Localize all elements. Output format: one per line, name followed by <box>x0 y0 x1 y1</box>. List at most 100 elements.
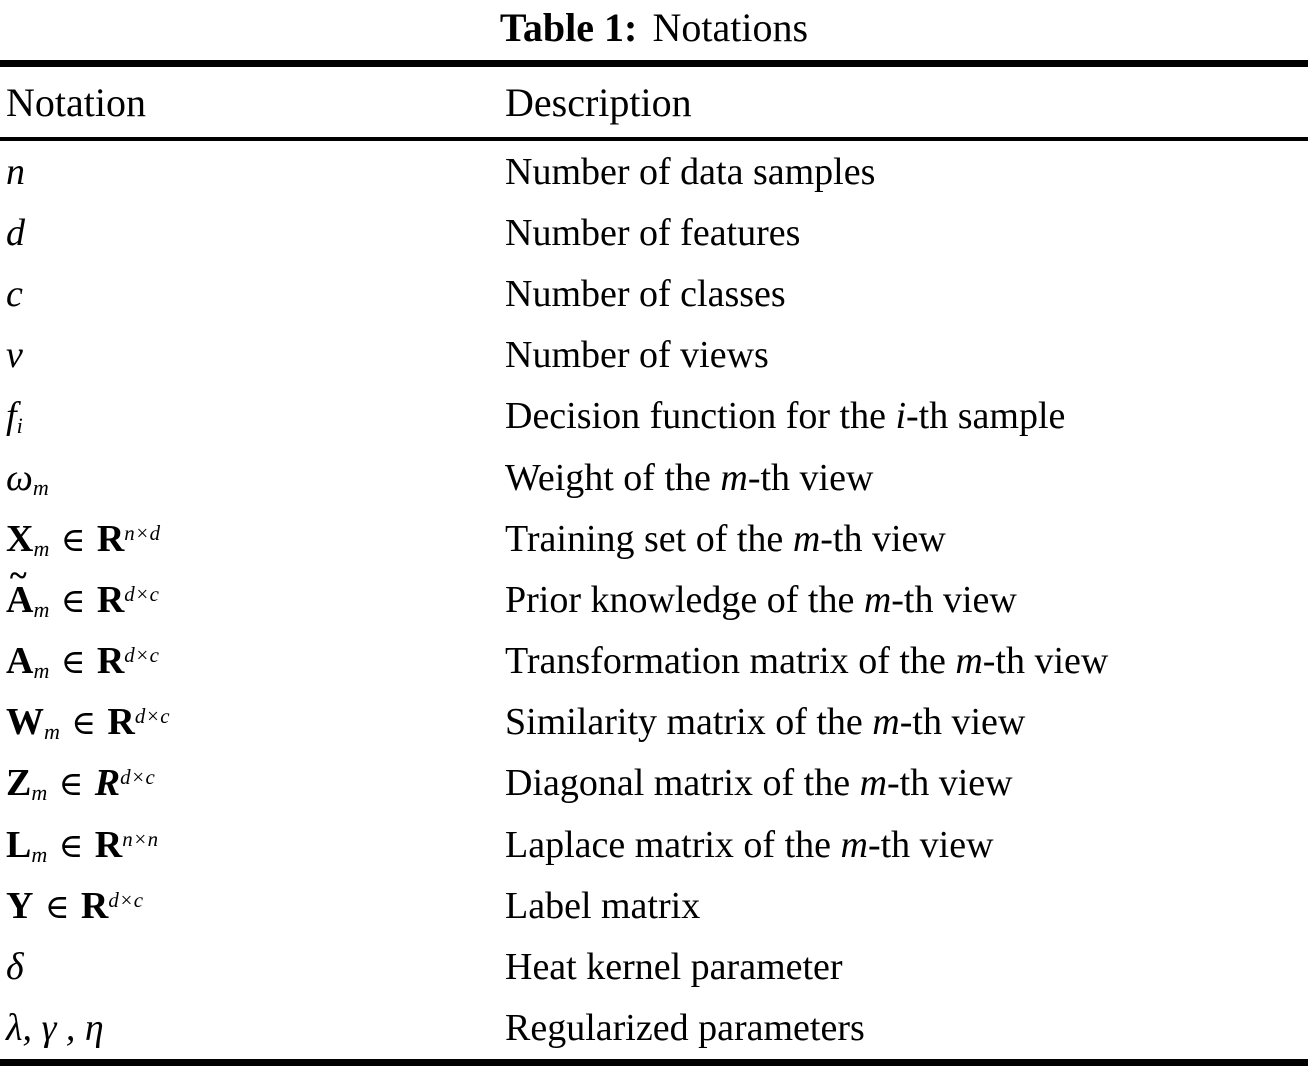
notation-cell: Wm ∈ Rd×c <box>6 700 505 744</box>
notation-base: ω <box>6 456 33 499</box>
description-pre: Diagonal matrix of the <box>505 762 860 805</box>
description-cell: Number of classes <box>505 272 1308 316</box>
tilde-accent: ~ <box>9 557 27 594</box>
description-pre: Label matrix <box>505 884 701 927</box>
notation-base: Z <box>6 762 32 805</box>
notation-subscript: m <box>32 474 49 500</box>
description-cell: Transformation matrix of the m-th view <box>505 639 1308 683</box>
notation-base: W <box>6 701 44 744</box>
table-row: ~ Am ∈ Rd×c Prior knowledge of the m-th vie… <box>0 559 1308 630</box>
set-symbol: R <box>94 823 123 866</box>
description-cell: Number of data samples <box>505 150 1308 194</box>
notation-base-wrap: n <box>6 150 25 194</box>
table-row: ωm Weight of the m-th view <box>0 447 1308 508</box>
set-superscript: d×c <box>120 765 156 790</box>
description-pre: Regularized parameters <box>505 1007 865 1050</box>
notation-subscript: m <box>31 841 48 867</box>
top-rule <box>0 60 1308 67</box>
set-symbol: R <box>80 884 109 927</box>
set-superscript: n×d <box>124 520 161 545</box>
description-cell: Heat kernel parameter <box>505 945 1308 989</box>
element-of-symbol: ∈ <box>58 827 84 865</box>
notation-cell: δ <box>6 945 505 989</box>
caption-text: Notations <box>652 5 809 50</box>
notation-base-wrap: c <box>6 272 23 316</box>
notation-cell: Lm ∈ Rn×n <box>6 823 505 867</box>
notation-base-wrap: ω <box>6 456 33 500</box>
table-row: n Number of data samples <box>0 141 1308 202</box>
table-row: Wm ∈ Rd×c Similarity matrix of the m-th vi… <box>0 692 1308 753</box>
description-var: i <box>895 395 907 438</box>
notation-base: δ <box>6 946 24 989</box>
set-superscript: d×c <box>108 887 144 912</box>
description-post: -th view <box>891 578 1017 621</box>
caption-label: Table 1: <box>499 5 638 50</box>
description-cell: Number of views <box>505 333 1308 377</box>
description-pre: Number of features <box>505 211 801 254</box>
notation-base: d <box>6 211 25 254</box>
notation-cell: d <box>6 211 505 255</box>
element-of-symbol: ∈ <box>60 521 86 559</box>
table-row: Xm ∈ Rn×d Training set of the m-th view <box>0 508 1308 569</box>
notation-cell: ~ Am ∈ Rd×c <box>6 559 505 622</box>
description-pre: Transformation matrix of the <box>505 640 956 683</box>
notation-base-wrap: A <box>6 639 33 683</box>
notation-base-wrap: L <box>6 823 31 867</box>
description-post: -th view <box>867 823 994 866</box>
table-row: λ, γ , η Regularized parameters <box>0 998 1308 1059</box>
set-symbol: R <box>96 640 125 683</box>
notation-base: L <box>6 823 32 866</box>
notation-subscript: m <box>33 596 50 622</box>
set-superscript: d×c <box>124 643 160 668</box>
description-pre: Prior knowledge of the <box>505 578 864 621</box>
bottom-rule <box>0 1058 1308 1066</box>
notation-cell: Xm ∈ Rn×d <box>6 517 505 561</box>
notation-subscript: m <box>31 780 48 806</box>
table-row: Zm ∈ Rd×c Diagonal matrix of the m-th view <box>0 753 1308 814</box>
description-pre: Number of data samples <box>505 150 876 193</box>
table-row: c Number of classes <box>0 263 1308 324</box>
description-pre: Similarity matrix of the <box>505 701 873 744</box>
element-of-symbol: ∈ <box>60 582 86 620</box>
description-post: -th view <box>747 456 874 499</box>
description-cell: Similarity matrix of the m-th view <box>505 700 1308 744</box>
description-var: m <box>863 578 892 621</box>
notation-cell: Zm ∈ Rd×c <box>6 761 505 805</box>
notation-cell: ωm <box>6 456 505 500</box>
notation-cell: Y ∈ Rd×c <box>6 884 505 928</box>
notation-subscript: i <box>16 413 23 439</box>
description-cell: Diagonal matrix of the m-th view <box>505 761 1308 805</box>
notation-base-wrap: X <box>6 517 33 561</box>
header-rule <box>0 137 1308 141</box>
description-var: m <box>872 701 900 744</box>
set-superscript: d×c <box>124 582 160 607</box>
set-symbol: R <box>96 578 125 621</box>
description-cell: Decision function for the i-th sample <box>505 394 1308 438</box>
description-pre: Number of views <box>505 334 769 377</box>
description-post: -th view <box>820 517 946 560</box>
notation-base: Y <box>6 884 34 927</box>
description-cell: Regularized parameters <box>505 1006 1308 1050</box>
notation-base: λ, γ , η <box>6 1007 104 1050</box>
description-var: m <box>859 762 888 805</box>
notation-base-wrap: v <box>6 333 23 377</box>
table-row: v Number of views <box>0 325 1308 386</box>
element-of-symbol: ∈ <box>58 766 84 804</box>
description-post: -th view <box>887 762 1013 805</box>
description-pre: Training set of the <box>505 517 793 560</box>
description-post: -th view <box>899 701 1026 744</box>
notation-base: A <box>6 640 34 683</box>
description-cell: Number of features <box>505 211 1308 255</box>
notation-base: n <box>6 150 25 193</box>
description-cell: Label matrix <box>505 884 1308 928</box>
description-var: m <box>720 456 748 499</box>
header-description: Description <box>505 79 692 125</box>
element-of-symbol: ∈ <box>71 705 97 743</box>
notation-base: f <box>6 395 17 438</box>
notation-cell: n <box>6 150 505 194</box>
description-var: m <box>840 823 868 866</box>
table-row: δ Heat kernel parameter <box>0 936 1308 997</box>
notation-base-wrap: λ, γ , η <box>6 1006 104 1050</box>
description-cell: Weight of the m-th view <box>505 456 1308 500</box>
